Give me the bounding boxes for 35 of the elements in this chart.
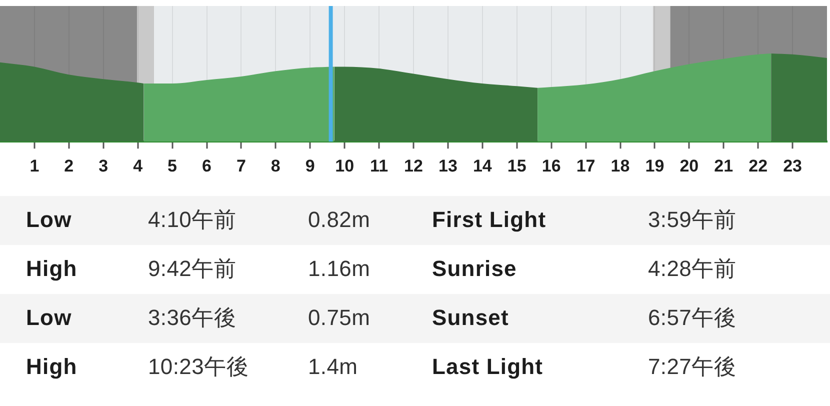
x-tick-label: 22 (748, 156, 768, 176)
x-tick-label: 15 (507, 156, 526, 176)
x-tick-label: 12 (404, 156, 423, 176)
text: 10:23午後 (148, 354, 248, 380)
text: 9:42午前 (148, 256, 236, 282)
text: High (26, 354, 78, 380)
text: Last Light (432, 354, 544, 380)
text: 1.16m (308, 256, 370, 282)
x-tick-label: 9 (305, 156, 315, 176)
x-tick-label: 16 (542, 156, 561, 176)
x-tick-label: 20 (680, 156, 699, 176)
x-tick-label: 23 (783, 156, 802, 176)
x-tick-label: 13 (438, 156, 458, 176)
x-tick-label: 11 (370, 156, 388, 176)
text: 4:28午前 (648, 256, 736, 282)
x-tick-label: 17 (576, 156, 596, 176)
x-tick-label: 7 (236, 156, 246, 176)
x-tick-label: 19 (645, 156, 664, 176)
x-tick-label: 8 (270, 156, 280, 176)
x-tick-label: 18 (610, 156, 630, 176)
x-tick-label: 6 (202, 156, 212, 176)
text: High (26, 256, 78, 282)
text: 7:27午後 (648, 354, 736, 380)
x-tick-label: 1 (30, 156, 40, 176)
x-tick-label: 2 (64, 156, 74, 176)
x-tick-label: 5 (168, 156, 178, 176)
x-tick-label: 21 (714, 156, 734, 176)
x-tick-label: 4 (133, 156, 144, 176)
row-stripe: Low 3:36午後 0.75m Sunset 6:57午後 (0, 294, 830, 343)
x-tick-label: 10 (335, 156, 354, 176)
text: 1.4m (308, 354, 358, 380)
x-tick-label: 14 (472, 156, 492, 176)
text: Sunrise (432, 256, 517, 282)
row-stripe: Low 4:10午前 0.82m First Light 3:59午前 (0, 196, 830, 245)
x-tick-label: 3 (98, 156, 108, 176)
